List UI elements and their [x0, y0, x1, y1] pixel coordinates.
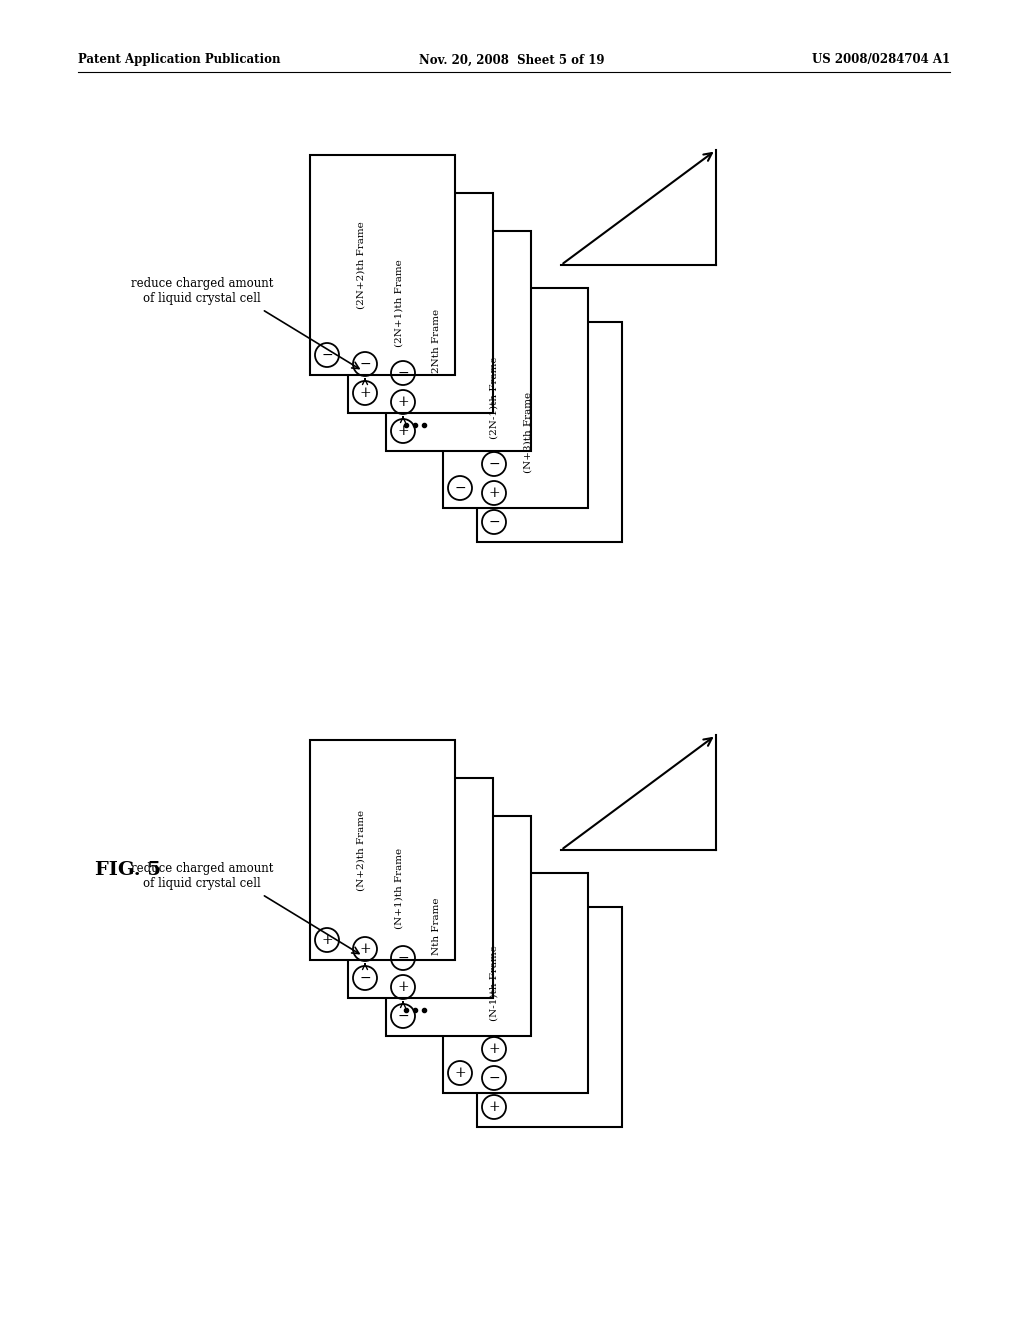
Text: −: − [359, 972, 371, 985]
Bar [348, 777, 493, 998]
Text: +: + [322, 933, 333, 946]
Text: −: − [488, 515, 500, 529]
Bar [477, 322, 622, 543]
Text: +: + [488, 486, 500, 500]
Bar [386, 816, 531, 1036]
Text: −: − [455, 480, 466, 495]
Text: Nth Frame: Nth Frame [432, 898, 441, 954]
Text: −: − [397, 366, 409, 380]
Text: US 2008/0284704 A1: US 2008/0284704 A1 [812, 54, 950, 66]
Text: −: − [397, 1008, 409, 1023]
Bar [477, 907, 622, 1127]
Text: Patent Application Publication: Patent Application Publication [78, 54, 281, 66]
Text: +: + [397, 424, 409, 438]
Bar [443, 288, 588, 508]
Text: −: − [397, 950, 409, 965]
Text: −: − [488, 457, 500, 471]
Bar [310, 741, 455, 960]
Text: +: + [488, 1041, 500, 1056]
Text: (N+2)th Frame: (N+2)th Frame [356, 809, 366, 891]
Text: +: + [488, 1100, 500, 1114]
Text: +: + [397, 395, 409, 409]
Text: (N+3)th Frame: (N+3)th Frame [523, 392, 532, 473]
Text: (2N-1)th Frame: (2N-1)th Frame [489, 356, 499, 440]
Text: (N-1)th Frame: (N-1)th Frame [489, 945, 499, 1020]
Bar [348, 193, 493, 413]
Text: reduce charged amount
of liquid crystal cell: reduce charged amount of liquid crystal … [131, 277, 273, 305]
Text: +: + [359, 942, 371, 956]
Text: (N+1)th Frame: (N+1)th Frame [394, 847, 403, 928]
Text: −: − [488, 1071, 500, 1085]
Bar [386, 231, 531, 451]
Bar [443, 873, 588, 1093]
Text: FIG. 5: FIG. 5 [95, 861, 161, 879]
Text: +: + [359, 385, 371, 400]
Text: +: + [397, 979, 409, 994]
Text: 2Nth Frame: 2Nth Frame [432, 309, 441, 374]
Text: −: − [359, 356, 371, 371]
Text: +: + [455, 1067, 466, 1080]
Text: −: − [322, 348, 333, 362]
Text: reduce charged amount
of liquid crystal cell: reduce charged amount of liquid crystal … [131, 862, 273, 891]
Text: (2N+1)th Frame: (2N+1)th Frame [394, 259, 403, 347]
Bar [310, 154, 455, 375]
Text: Nov. 20, 2008  Sheet 5 of 19: Nov. 20, 2008 Sheet 5 of 19 [419, 54, 605, 66]
Text: (2N+2)th Frame: (2N+2)th Frame [356, 222, 366, 309]
